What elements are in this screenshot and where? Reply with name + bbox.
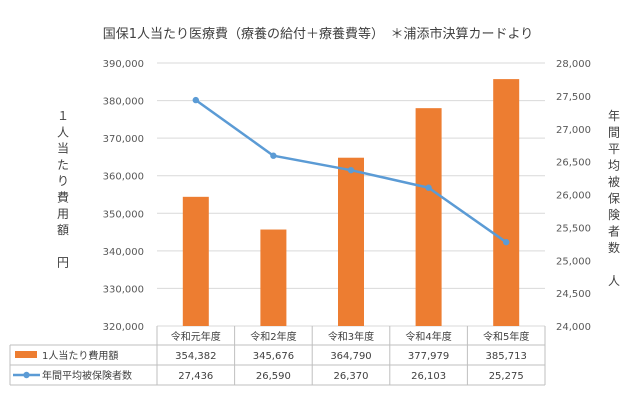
axis-label-char: [608, 258, 620, 272]
left-tick-label: 340,000: [103, 247, 144, 258]
line-value-cell: 26,590: [256, 371, 291, 382]
bar: [338, 157, 364, 326]
category-label: 令和3年度: [328, 330, 374, 343]
left-tick-label: 320,000: [103, 322, 144, 333]
right-tick-label: 26,000: [556, 191, 591, 202]
axis-label-char: 平: [608, 142, 620, 156]
bar: [260, 229, 287, 326]
right-tick-label: 24,500: [556, 289, 591, 300]
bar: [182, 196, 209, 326]
bar: [415, 108, 442, 326]
right-tick-label: 25,000: [556, 256, 591, 267]
axis-label-char: [57, 239, 69, 253]
bar-value-cell: 345,676: [253, 351, 294, 362]
axis-label-char: １: [57, 109, 69, 123]
data-table: 令和元年度 令和2年度 令和3年度 令和4年度 令和5年度 1人当たり費用額年間平均被保険…: [9, 326, 546, 386]
right-tick-label: 28,000: [556, 59, 591, 70]
line-point: [425, 184, 432, 191]
left-tick-label: 360,000: [103, 172, 144, 183]
left-tick-label: 350,000: [103, 209, 144, 220]
line-value-cell: 26,370: [334, 371, 369, 382]
left-axis-ticks: 320,000 330,000 340,000 350,000 360,000 370,0…: [103, 59, 144, 333]
right-tick-label: 25,500: [556, 223, 591, 234]
left-tick-label: 390,000: [103, 59, 144, 70]
chart-title: 国保1人当たり医療費（療養の給付＋療養費等） ＊浦添市決算カードより: [103, 26, 534, 42]
left-tick-label: 330,000: [103, 284, 144, 295]
axis-label-char: 用: [57, 207, 69, 221]
legend-bar-swatch: [15, 351, 37, 358]
axis-label-char: 間: [608, 126, 620, 140]
axis-label-char: 年: [608, 109, 620, 123]
axis-label-char: 円: [57, 256, 69, 270]
line-value-cell: 25,275: [489, 371, 524, 382]
category-label: 令和4年度: [405, 330, 451, 343]
axis-label-char: 険: [608, 208, 620, 222]
legend-line-marker: [23, 371, 30, 379]
axis-label-char: 人: [57, 125, 69, 139]
category-label: 令和5年度: [483, 330, 529, 343]
line-value-cell: 27,436: [178, 371, 213, 382]
line-series: [192, 96, 510, 246]
bar-value-cell: 364,790: [330, 351, 371, 362]
axis-label-char: り: [57, 174, 69, 188]
category-label: 令和元年度: [171, 330, 221, 343]
left-axis-label: １ 人当たり費用額 円: [57, 109, 69, 270]
right-tick-label: 27,000: [556, 125, 591, 136]
right-axis-ticks: 24,000 24,500 25,000 25,500 26,000 26,500 27,0…: [556, 59, 591, 333]
left-tick-label: 380,000: [103, 97, 144, 108]
bar: [493, 79, 520, 326]
line-point: [192, 96, 199, 104]
axis-label-char: 均: [608, 159, 620, 173]
bar-value-cell: 354,382: [175, 351, 216, 362]
line-point: [270, 152, 277, 159]
right-tick-label: 27,500: [556, 92, 591, 103]
axis-label-char: 被: [608, 175, 620, 189]
axis-label-char: 者: [608, 225, 620, 239]
axis-label-char: 当: [57, 142, 69, 156]
axis-label-char: 保: [608, 192, 620, 206]
bar-value-cell: 377,979: [408, 351, 449, 362]
left-axis-title: １ 人当たり費用額 円: [57, 109, 69, 270]
axis-label-char: 人: [608, 274, 620, 288]
bar-value-cell: 385,713: [486, 351, 527, 362]
right-tick-label: 26,500: [556, 158, 591, 169]
axis-label-char: 費: [57, 190, 69, 205]
right-axis-title: 年間平均被保険者数 人: [608, 109, 620, 288]
axis-label-char: 額: [57, 223, 69, 237]
right-tick-label: 24,000: [556, 322, 591, 333]
bar-series: [182, 79, 520, 326]
axis-label-char: た: [57, 158, 69, 172]
line-point: [347, 166, 355, 174]
category-label: 令和2年度: [250, 330, 296, 343]
line-point: [503, 238, 510, 246]
left-tick-label: 370,000: [103, 134, 144, 145]
legend-bar-label: 1人当たり費用額: [42, 349, 118, 362]
line-value-cell: 26,103: [411, 371, 446, 382]
right-axis-label: 年間平均被保険者数 人: [608, 109, 620, 288]
legend-line-label: 年間平均被保険者数: [42, 369, 132, 382]
axis-label-char: 数: [608, 240, 620, 255]
